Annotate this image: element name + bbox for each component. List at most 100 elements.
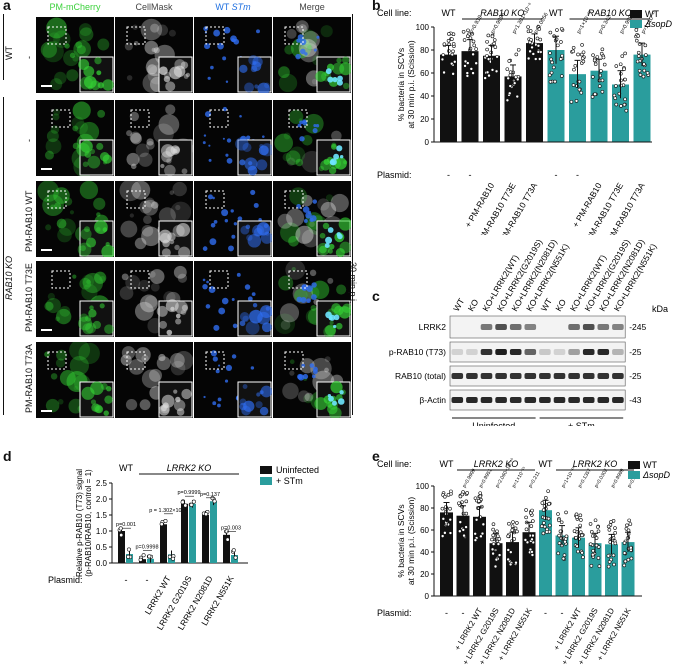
data-point [573, 63, 578, 68]
inset-texture [77, 242, 92, 257]
data-point [620, 54, 625, 58]
blot-band [539, 349, 551, 355]
data-point [529, 524, 534, 528]
cell-texture [250, 366, 255, 370]
blot-strip [449, 365, 626, 387]
cell-texture [138, 152, 153, 167]
inset-texture [104, 395, 113, 404]
inset-texture [322, 222, 330, 230]
inset-texture [95, 405, 104, 414]
cell-texture [156, 24, 169, 36]
data-point [508, 73, 513, 78]
cell-texture [291, 267, 296, 272]
legend-label: ΔsopD [642, 470, 671, 480]
data-point [515, 94, 520, 99]
data-point [637, 68, 642, 73]
data-point [540, 524, 544, 529]
blot-band [597, 373, 610, 379]
bacteria-spot [301, 284, 307, 291]
cell-texture [225, 80, 229, 83]
cell-texture [215, 369, 220, 374]
cell-texture [309, 269, 317, 277]
cell-texture [303, 113, 324, 134]
inset-texture [82, 323, 94, 335]
column-header-3: Merge [299, 2, 325, 12]
blot-strip [449, 389, 626, 411]
cell-texture [55, 316, 60, 322]
inset-texture [259, 143, 264, 149]
bacteria-spot [303, 219, 308, 223]
cell-texture [325, 194, 334, 202]
cell-texture [226, 138, 232, 143]
time-label: 30 min p.i. [348, 262, 358, 304]
cell-texture [172, 181, 187, 197]
data-point [560, 53, 564, 58]
roi-box [51, 270, 71, 289]
data-point [548, 79, 553, 84]
blot-band [495, 349, 507, 355]
data-point [471, 71, 475, 75]
cell-texture [217, 397, 222, 402]
inset-texture [335, 248, 345, 257]
inset-texture [261, 322, 272, 333]
cell-texture [320, 201, 337, 218]
data-point [644, 53, 648, 57]
data-point [487, 73, 491, 78]
cell-texture [99, 275, 106, 282]
data-point [508, 562, 513, 567]
data-point [548, 30, 553, 35]
panel-c-western-blot: WT KO KO+LRRK2(WT)KO+LRRK2(G2019S)KO+LRRK2… [389, 237, 668, 426]
inset-bacteria [329, 159, 335, 165]
data-point [628, 522, 633, 526]
cell-texture [44, 150, 54, 160]
inset-texture [338, 217, 351, 231]
bacteria-spot [302, 206, 310, 213]
bar [202, 514, 209, 563]
p-value: p = 1.302×10⁻⁵ [149, 507, 187, 514]
data-point [618, 62, 623, 67]
data-point [594, 536, 599, 540]
data-point [495, 54, 499, 59]
data-point [507, 91, 512, 96]
inset-texture [164, 164, 176, 176]
panel-d-chart: 0.0 0.5 1.0 1.5 2.0 2.5 Relative p-RAB10 (T73)… [48, 463, 319, 632]
cell-texture [230, 35, 237, 43]
y-tick-label: 2.5 [96, 479, 108, 488]
p-value: p=1×10⁻¹⁵ [511, 466, 528, 489]
data-point [606, 524, 611, 529]
inset-texture [96, 70, 102, 76]
blot-band [495, 373, 507, 379]
legend-label: WT [643, 460, 657, 470]
bacteria-spot [300, 48, 306, 55]
data-point [607, 560, 612, 564]
cell-texture [169, 352, 185, 368]
data-point [510, 528, 515, 532]
blot-band [466, 397, 478, 403]
inset-texture [339, 62, 351, 76]
data-point [564, 510, 568, 515]
scale-bar [41, 410, 52, 412]
y-tick-label: 0 [425, 138, 430, 147]
blot-band [509, 373, 522, 379]
cell-texture [218, 364, 221, 367]
data-point [576, 52, 580, 57]
inset-texture [80, 140, 93, 153]
cell-texture [133, 40, 139, 46]
inset-texture [331, 143, 337, 150]
cell-texture [298, 24, 307, 33]
cell-line-group: RAB10 KO [588, 8, 632, 18]
legend-label: WT [645, 9, 659, 19]
cell-texture [207, 194, 213, 200]
cell-texture [330, 193, 349, 213]
kda-value: -25 [629, 371, 642, 381]
cell-texture [221, 209, 229, 217]
data-point [493, 45, 498, 49]
data-point [593, 518, 598, 523]
panel-b-chart: 0 20 40 60 80 100 % bacteria in SCVs at 30 min … [377, 2, 673, 235]
cell-texture [289, 359, 295, 365]
y-tick-label: 1.5 [96, 511, 108, 520]
cell-texture [59, 370, 76, 386]
cell-texture [279, 303, 300, 323]
data-point [491, 533, 496, 538]
data-point [552, 65, 556, 70]
